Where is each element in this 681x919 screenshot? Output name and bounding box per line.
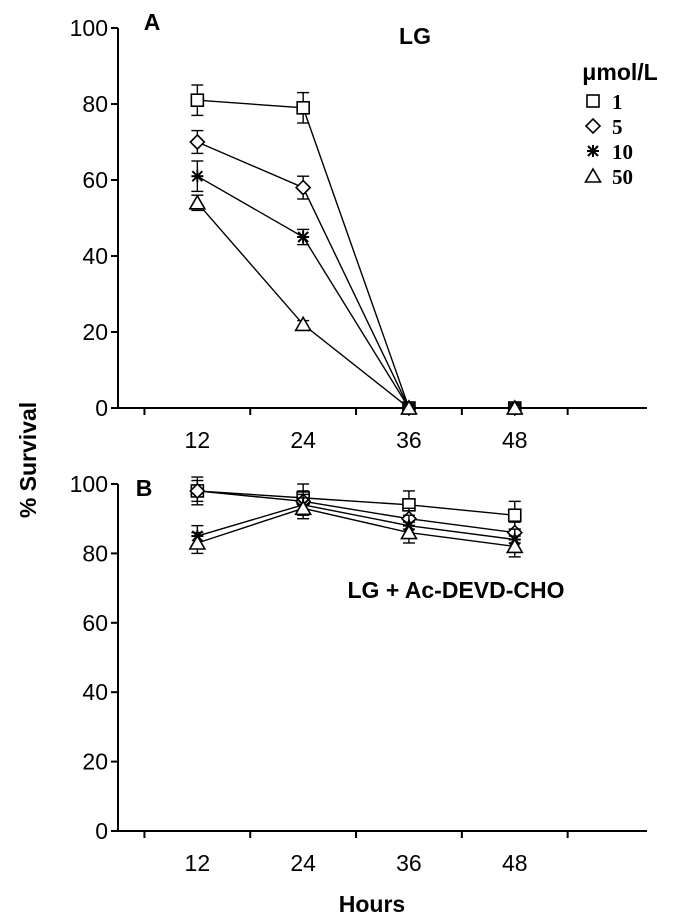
series-line [196, 202, 515, 409]
data-point-diamond [189, 133, 206, 151]
data-point-asterisk [297, 231, 310, 243]
data-point-triangle-shape [400, 399, 418, 415]
x-tick-label: 36 [396, 850, 422, 876]
x-tick-label: 24 [290, 427, 316, 453]
legend-item-5: 5 [584, 115, 623, 139]
series-line [197, 490, 515, 534]
x-axis-label: Hours [339, 891, 405, 917]
data-point-square-shape [296, 101, 310, 115]
series-1 [190, 84, 522, 415]
x-tick-label: 12 [185, 850, 211, 876]
series-1 [190, 476, 522, 530]
series-10 [191, 160, 521, 414]
y-tick-label: 40 [82, 243, 108, 269]
data-point-square [507, 508, 522, 523]
data-point-triangle-shape [188, 194, 207, 210]
data-point-square [190, 93, 205, 107]
data-point-diamond [189, 482, 206, 500]
legend-marker-triangle-shape [584, 167, 602, 183]
y-tick-label: 60 [82, 167, 108, 193]
chart-title: LG [399, 23, 431, 49]
data-point-diamond [295, 179, 312, 196]
data-point-asterisk-stroke-d2 [191, 170, 204, 182]
data-point-square-shape [507, 508, 522, 523]
data-point-triangle-shape [505, 537, 524, 554]
data-point-asterisk-stroke-d2 [297, 231, 309, 243]
y-tick-label: 0 [95, 818, 108, 844]
y-tick-label: 0 [95, 395, 108, 421]
data-point-triangle-shape [294, 315, 313, 332]
legend-label: 5 [612, 115, 623, 139]
data-point-triangle [188, 534, 207, 550]
legend-marker-triangle [584, 167, 602, 183]
legend-marker-diamond-shape [584, 117, 602, 135]
legend-marker-asterisk [587, 145, 599, 157]
data-point-diamond-shape [189, 133, 206, 151]
series-line [197, 507, 515, 548]
panel-b: 0 20 40 60 80 100 12 24 36 48 B LG + Ac-DEVD-CHO [70, 471, 647, 876]
data-point-triangle [294, 315, 313, 332]
data-point-triangle [400, 399, 418, 415]
data-point-triangle-shape [188, 534, 207, 550]
x-tick-label: 36 [396, 427, 422, 453]
y-tick-label: 40 [82, 679, 108, 705]
data-point-triangle [505, 399, 524, 415]
series-line [197, 99, 515, 409]
legend-item-10: 10 [587, 140, 633, 164]
series-50 [188, 497, 524, 558]
y-tick-label: 100 [70, 471, 108, 497]
data-point-square-shape [190, 93, 205, 107]
y-tick-label: 80 [82, 540, 108, 566]
y-tick-label: 100 [70, 15, 108, 41]
series-10 [191, 493, 521, 551]
data-point-triangle [294, 499, 313, 516]
y-tick-label: 80 [82, 91, 108, 117]
legend-label: 10 [612, 140, 633, 164]
data-point-triangle-shape [505, 399, 524, 415]
legend-item-50: 50 [584, 165, 633, 189]
data-point-triangle-shape [294, 499, 313, 516]
x-tick-label: 12 [185, 427, 211, 453]
series-line [197, 141, 515, 409]
data-point-square [296, 101, 310, 115]
legend-label: 1 [612, 90, 623, 114]
data-point-triangle [505, 537, 524, 554]
panel-a: 0 20 40 60 80 100 12 24 36 48 A LG [70, 9, 647, 453]
series-50 [188, 194, 524, 415]
series-line [197, 504, 515, 541]
panel-label: B [136, 475, 153, 501]
panel-label: A [144, 9, 161, 35]
data-point-diamond-shape [295, 179, 312, 196]
legend-marker-square [586, 94, 600, 108]
data-point-asterisk [191, 170, 204, 183]
legend-label: 50 [612, 165, 633, 189]
y-tick-label: 20 [82, 749, 108, 775]
x-tick-label: 24 [290, 850, 316, 876]
legend-item-1: 1 [586, 90, 623, 114]
legend-title: μmol/L [582, 59, 657, 85]
legend-marker-square-shape [586, 94, 600, 108]
legend-marker-diamond [584, 117, 602, 135]
data-point-diamond-shape [189, 482, 206, 500]
data-point-triangle-shape [400, 523, 418, 540]
y-tick-label: 60 [82, 610, 108, 636]
legend-marker-asterisk-stroke-d2 [587, 145, 599, 157]
y-axis-label: % Survival [15, 402, 41, 518]
chart-annotation: LG + Ac-DEVD-CHO [347, 577, 564, 603]
x-tick-label: 48 [502, 427, 528, 453]
data-point-triangle [188, 194, 207, 210]
y-tick-label: 20 [82, 319, 108, 345]
data-point-triangle [400, 523, 418, 540]
x-tick-label: 48 [502, 850, 528, 876]
series-line [197, 490, 515, 516]
series-5 [189, 129, 523, 417]
series-line [197, 175, 515, 409]
